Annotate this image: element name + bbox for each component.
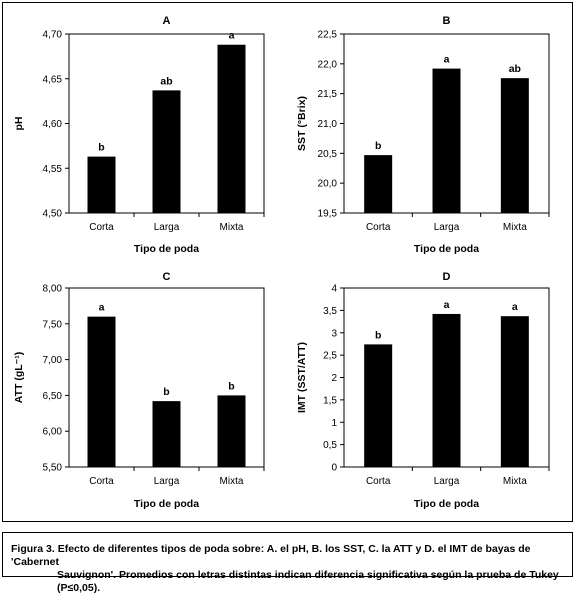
- panel-c-ylabel: ATT (gL⁻¹): [13, 352, 25, 403]
- panel-b-ytick-label: 21,0: [318, 119, 338, 130]
- panel-b-ytick-label: 22,5: [318, 30, 338, 41]
- panel-d-title: D: [443, 271, 451, 283]
- panel-c-title: C: [163, 271, 171, 283]
- panel-a-letter-mixta: a: [229, 30, 235, 42]
- panel-d-bar-mixta: [500, 316, 529, 467]
- figure-caption: Figura 3. Efecto de diferentes tipos de …: [2, 532, 573, 594]
- panel-a-letter-corta: b: [98, 142, 104, 154]
- panel-b-title: B: [443, 15, 451, 27]
- panel-c-ytick-label: 8,00: [43, 284, 63, 295]
- panel-c-letter-mixta: b: [228, 380, 234, 392]
- panel-b-ylabel: SST (°Brix): [296, 96, 308, 151]
- panel-d-letter-corta: b: [375, 329, 381, 341]
- panel-d-ylabel: IMT (SST/ATT): [296, 342, 308, 413]
- panel-c-ytick-label: 7,00: [43, 355, 63, 366]
- panel-d-ytick-label: 0: [331, 463, 337, 474]
- caption-line-2: Sauvignon'. Promedios con letras distint…: [57, 569, 559, 594]
- panel-b-xlabel: Tipo de poda: [414, 243, 479, 255]
- panel-b-bar-larga: [432, 68, 461, 214]
- panel-b-ytick-label: 20,0: [318, 179, 338, 190]
- figure-frame: [2, 2, 573, 522]
- panel-d-ytick-label: 0,5: [323, 440, 337, 451]
- panel-b-xtick-label: Corta: [366, 222, 391, 233]
- panel-c-letter-larga: b: [163, 386, 169, 398]
- panel-d-ytick-label: 1,5: [323, 395, 337, 406]
- panel-d-ytick-label: 2: [331, 373, 337, 384]
- panel-c-ytick-label: 6,50: [43, 391, 63, 402]
- panel-a-bar-mixta: [217, 44, 246, 213]
- panel-c-xtick-label: Larga: [154, 476, 180, 487]
- panel-d-xtick-label: Corta: [366, 476, 391, 487]
- panel-c-xlabel: Tipo de poda: [134, 498, 199, 510]
- panel-a-xtick-label: Corta: [89, 222, 114, 233]
- panel-a-letter-larga: ab: [160, 75, 172, 87]
- panel-d-letter-mixta: a: [512, 301, 518, 313]
- panel-b-letter-mixta: ab: [509, 63, 521, 75]
- panel-c-xtick-label: Corta: [89, 476, 114, 487]
- panel-a-ytick-label: 4,70: [43, 30, 63, 41]
- panel-b-letter-corta: b: [375, 140, 381, 152]
- panel-d-xlabel: Tipo de poda: [414, 498, 479, 510]
- panel-d-xtick-label: Mixta: [503, 476, 527, 487]
- panel-b-xtick-label: Mixta: [503, 222, 527, 233]
- panel-a-xlabel: Tipo de poda: [134, 243, 199, 255]
- panel-a-bar-corta: [87, 156, 116, 213]
- panel-d-ytick-label: 3,5: [323, 306, 337, 317]
- panel-a-bar-larga: [152, 90, 181, 213]
- panel-b-ytick-label: 19,5: [318, 209, 338, 220]
- panel-c-bar-mixta: [217, 395, 246, 467]
- panel-d-ytick-label: 4: [331, 284, 337, 295]
- panel-d-bar-corta: [364, 344, 393, 467]
- panel-d-ytick-label: 1: [331, 418, 337, 429]
- panel-a-ytick-label: 4,65: [43, 74, 63, 85]
- panel-a-xtick-label: Larga: [154, 222, 180, 233]
- panel-d-ytick-label: 2,5: [323, 351, 337, 362]
- panel-a-xtick-label: Mixta: [220, 222, 244, 233]
- caption-label: Figura 3.: [11, 543, 55, 555]
- panel-c-xtick-label: Mixta: [220, 476, 244, 487]
- panel-a-ylabel: pH: [13, 117, 25, 131]
- panel-a-ytick-label: 4,55: [43, 164, 63, 175]
- charts-canvas: A4,504,554,604,654,70pHbCortaabLargaaMix…: [13, 15, 550, 510]
- panel-a-ytick-label: 4,60: [43, 119, 63, 130]
- panel-b-letter-larga: a: [444, 54, 450, 66]
- panel-d-letter-larga: a: [444, 299, 450, 311]
- panel-c-bar-corta: [87, 316, 116, 467]
- panel-b-bar-corta: [364, 155, 393, 213]
- panel-b-ytick-label: 22,0: [318, 59, 338, 70]
- panel-b-ytick-label: 20,5: [318, 149, 338, 160]
- caption-line-1: Efecto de diferentes tipos de poda sobre…: [11, 543, 531, 568]
- panel-b-bar-mixta: [500, 78, 529, 213]
- panel-c-bar-larga: [152, 401, 181, 467]
- panel-d-xtick-label: Larga: [434, 476, 460, 487]
- panel-d-bar-larga: [432, 313, 461, 467]
- panel-a-ytick-label: 4,50: [43, 209, 63, 220]
- panel-c-letter-corta: a: [99, 302, 105, 314]
- panel-d-ytick-label: 3: [331, 328, 337, 339]
- panel-c-ytick-label: 6,00: [43, 427, 63, 438]
- panel-b-xtick-label: Larga: [434, 222, 460, 233]
- panel-c-ytick-label: 5,50: [43, 463, 63, 474]
- panel-c-ytick-label: 7,50: [43, 319, 63, 330]
- panel-a-title: A: [163, 15, 171, 27]
- panel-b-ytick-label: 21,5: [318, 89, 338, 100]
